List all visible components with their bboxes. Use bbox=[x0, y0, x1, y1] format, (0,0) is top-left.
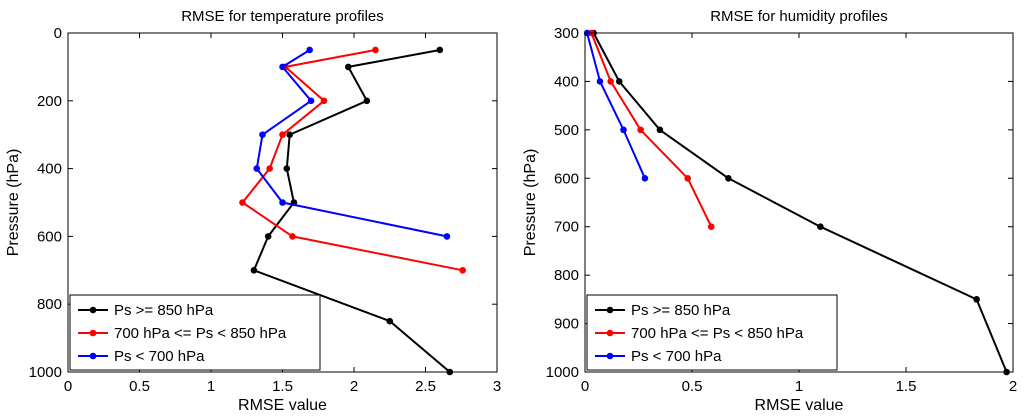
temp-x-tick-label: 0 bbox=[64, 378, 72, 395]
hum-chart-title: RMSE for humidity profiles bbox=[710, 8, 888, 25]
hum-legend: Ps >= 850 hPa 700 hPa <= Ps < 850 hPa Ps <… bbox=[586, 294, 838, 371]
temp-x-tick-label: 2.5 bbox=[415, 378, 436, 395]
hum-y-tick-label: 300 bbox=[554, 25, 579, 42]
temp-series-line-1 bbox=[241, 49, 463, 272]
temp-x-tick-label: 2 bbox=[350, 378, 358, 395]
hum-series-point-0 bbox=[615, 78, 623, 85]
temp-series-point-0 bbox=[250, 267, 258, 274]
temp-series-point-1 bbox=[266, 165, 273, 172]
temp-legend-swatch-marker-0 bbox=[89, 306, 97, 314]
temp-legend-label-2: Ps < 700 hPa bbox=[114, 348, 205, 365]
temp-series-point-2 bbox=[253, 165, 261, 172]
hum-x-tick-label: 0.5 bbox=[682, 378, 703, 395]
temp-y-tick-label: 400 bbox=[37, 161, 62, 178]
hum-x-axis-label: RMSE value bbox=[755, 397, 844, 414]
hum-x-tick-label: 1.5 bbox=[896, 378, 917, 395]
temp-series-point-0 bbox=[286, 131, 293, 138]
temp-y-axis-label: Pressure (hPa) bbox=[5, 149, 22, 257]
temp-series-point-0 bbox=[386, 317, 394, 325]
hum-legend-label-1: 700 hPa <= Ps < 850 hPa bbox=[631, 325, 804, 342]
temp-series-point-0 bbox=[436, 46, 444, 54]
temp-x-tick-label: 0.5 bbox=[129, 378, 150, 395]
temp-series-point-1 bbox=[372, 46, 379, 54]
hum-legend-box bbox=[586, 294, 838, 371]
temp-series-point-1 bbox=[279, 131, 286, 138]
temp-y-tick-label: 200 bbox=[37, 93, 62, 110]
temp-series-point-2 bbox=[279, 199, 286, 206]
temp-legend-swatch-marker-2 bbox=[89, 352, 97, 360]
temp-x-tick-label: 3 bbox=[493, 378, 501, 395]
temp-series-point-1 bbox=[289, 233, 296, 240]
temp-legend: Ps >= 850 hPa 700 hPa <= Ps < 850 hPa Ps <… bbox=[69, 294, 321, 371]
temp-series-point-0 bbox=[363, 97, 371, 105]
temp-series-point-1 bbox=[459, 267, 466, 274]
hum-series-point-0 bbox=[725, 174, 732, 182]
hum-series-point-2 bbox=[641, 174, 649, 182]
temp-legend-swatch-marker-1 bbox=[89, 329, 97, 337]
temp-series-point-2 bbox=[306, 46, 313, 54]
temp-legend-box bbox=[69, 294, 321, 371]
temp-series-point-2 bbox=[259, 131, 266, 138]
hum-legend-swatch-marker-2 bbox=[606, 352, 614, 360]
humidity-chart: RMSE for humidity profiles 0 0.5 1 1.5 2 300 40… bbox=[522, 8, 1017, 414]
hum-series-point-1 bbox=[607, 78, 614, 85]
temp-y-tick-label: 800 bbox=[37, 296, 62, 313]
temp-series-point-1 bbox=[320, 97, 328, 105]
hum-y-tick-label: 800 bbox=[554, 267, 579, 284]
temp-x-tick-label: 1 bbox=[207, 378, 215, 395]
temperature-chart: RMSE for temperature profiles 0 0.5 1 1.5 2 2.… bbox=[5, 8, 501, 414]
temp-series-line-2 bbox=[255, 49, 448, 238]
hum-x-tick-label: 1 bbox=[795, 378, 803, 395]
temp-series-point-2 bbox=[279, 63, 286, 71]
hum-y-tick-label: 600 bbox=[554, 170, 579, 187]
hum-series-line-2 bbox=[586, 32, 646, 179]
hum-series-point-1 bbox=[684, 174, 692, 182]
temp-x-axis-label: RMSE value bbox=[238, 397, 327, 414]
temp-series-point-1 bbox=[239, 199, 246, 206]
hum-y-tick-label: 1000 bbox=[546, 364, 579, 381]
temp-series-line-0 bbox=[252, 49, 451, 373]
temp-series-point-0 bbox=[344, 63, 352, 71]
hum-y-axis-label: Pressure (hPa) bbox=[522, 149, 539, 257]
hum-series-point-2 bbox=[620, 126, 627, 134]
hum-legend-swatch-marker-1 bbox=[606, 329, 614, 337]
hum-series-point-1 bbox=[637, 126, 644, 134]
temp-y-tick-label: 600 bbox=[37, 228, 62, 245]
hum-y-tick-label: 500 bbox=[554, 122, 579, 139]
temp-series-point-0 bbox=[283, 165, 291, 172]
hum-legend-label-2: Ps < 700 hPa bbox=[631, 348, 722, 365]
hum-legend-swatch-marker-0 bbox=[606, 306, 614, 314]
hum-y-tick-label: 400 bbox=[554, 73, 579, 90]
temp-legend-label-0: Ps >= 850 hPa bbox=[114, 302, 214, 319]
hum-series-point-0 bbox=[817, 223, 824, 231]
temp-y-tick-label: 0 bbox=[54, 25, 62, 42]
temp-x-tick-label: 1.5 bbox=[272, 378, 293, 395]
temp-y-tick-label: 1000 bbox=[29, 364, 62, 381]
hum-x-tick-label: 0 bbox=[581, 378, 589, 395]
hum-plot-area bbox=[584, 32, 1014, 373]
hum-series-point-0 bbox=[973, 296, 980, 303]
hum-y-tick-label: 700 bbox=[554, 219, 579, 236]
hum-y-tick-label: 900 bbox=[554, 316, 579, 333]
temp-series-point-2 bbox=[307, 97, 315, 105]
hum-x-tick-label: 2 bbox=[1009, 378, 1017, 395]
temp-plot-area bbox=[67, 32, 498, 373]
hum-series-point-0 bbox=[656, 126, 664, 134]
hum-legend-label-0: Ps >= 850 hPa bbox=[631, 302, 731, 319]
hum-series-point-1 bbox=[707, 223, 715, 231]
temp-legend-label-1: 700 hPa <= Ps < 850 hPa bbox=[114, 325, 287, 342]
hum-series-point-2 bbox=[596, 78, 604, 85]
temp-chart-title: RMSE for temperature profiles bbox=[181, 8, 384, 25]
temp-series-point-0 bbox=[264, 233, 272, 240]
temp-series-point-2 bbox=[443, 233, 451, 240]
